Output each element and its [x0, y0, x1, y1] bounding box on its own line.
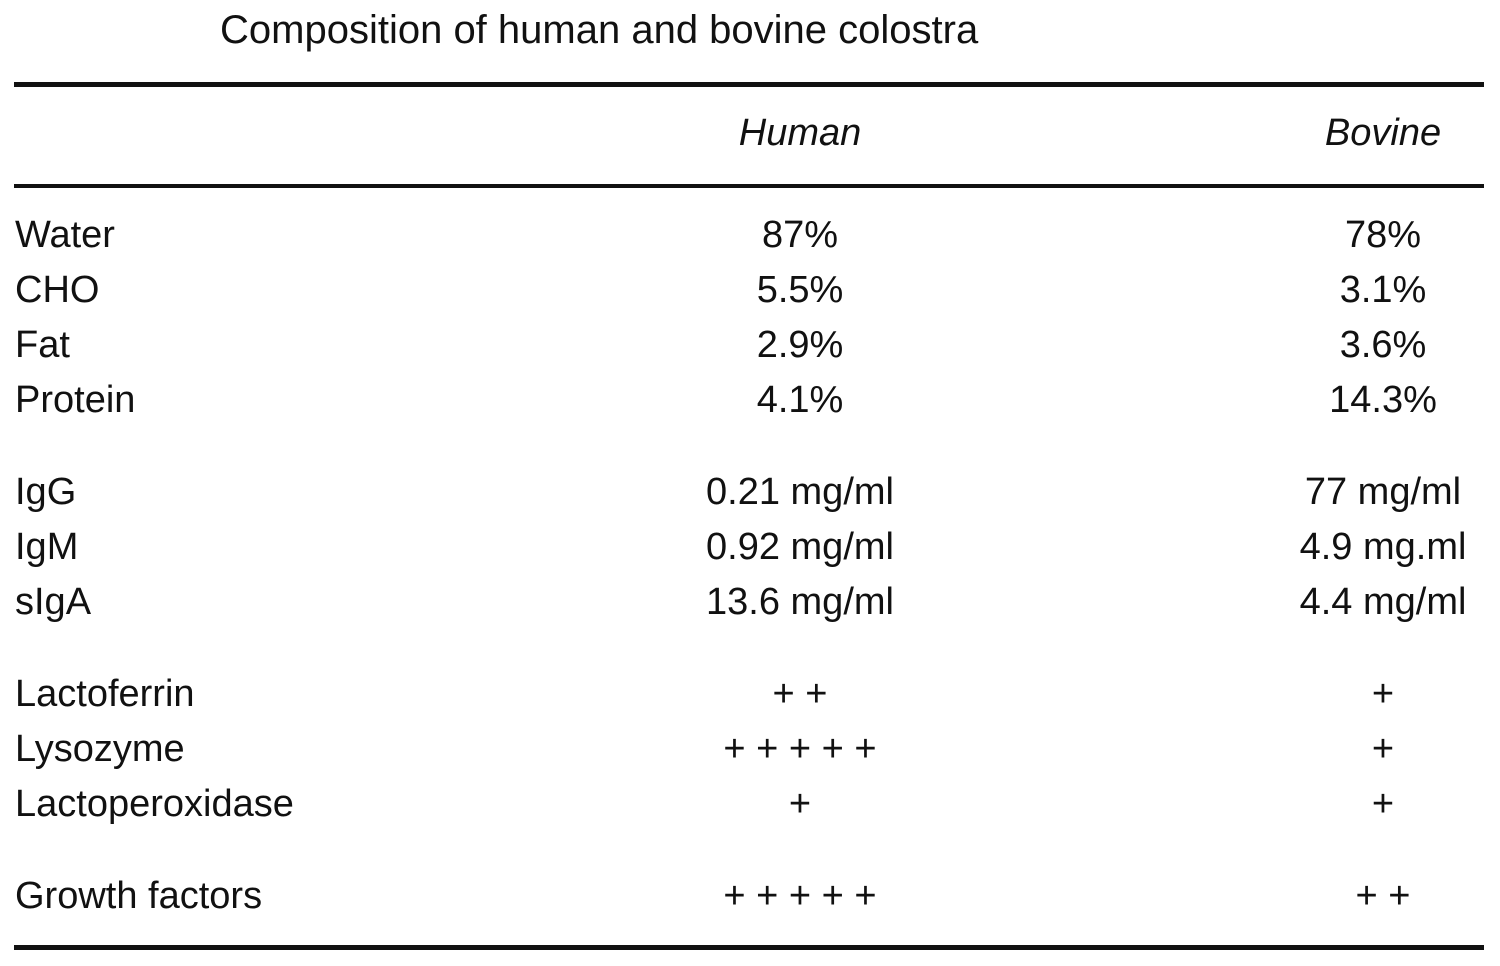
row-label: Lactoperoxidase [15, 783, 294, 825]
row-label: Lactoferrin [15, 673, 195, 715]
table-title: Composition of human and bovine colostra [220, 8, 979, 52]
cell: 4.4 mg/ml [1299, 581, 1467, 623]
cell: 5.5% [756, 269, 844, 311]
bottom-rule [14, 945, 1484, 950]
row-label: Fat [15, 324, 70, 366]
cell: 3.6% [1339, 324, 1427, 366]
row-label: CHO [15, 269, 100, 311]
cell: 4.9 mg.ml [1299, 526, 1467, 568]
cell: + + + + + [723, 875, 877, 917]
row-label: Growth factors [15, 875, 263, 917]
cell: + + + + + [723, 728, 877, 770]
row-label: Water [15, 214, 115, 256]
cell: + [1371, 728, 1395, 770]
row-label: IgM [15, 526, 79, 568]
cell: 0.21 mg/ml [706, 471, 894, 513]
cell: 13.6 mg/ml [706, 581, 894, 623]
cell: 0.92 mg/ml [706, 526, 894, 568]
cell: 4.1% [756, 379, 844, 421]
cell: + + [1355, 875, 1411, 917]
column-header: Human [738, 112, 862, 154]
column-header: Bovine [1324, 112, 1442, 154]
row-label: IgG [15, 471, 77, 513]
cell: 14.3% [1329, 379, 1437, 421]
cell: 2.9% [756, 324, 844, 366]
cell: 78% [1344, 214, 1422, 256]
cell: + [1371, 783, 1395, 825]
cell: 3.1% [1339, 269, 1427, 311]
header-rule [14, 184, 1484, 188]
cell: + + [772, 673, 828, 715]
cell: + [1371, 673, 1395, 715]
cell: 87% [761, 214, 839, 256]
row-label: Lysozyme [15, 728, 185, 770]
row-label: sIgA [15, 581, 92, 623]
top-rule [14, 82, 1484, 87]
cell: 77 mg/ml [1304, 471, 1462, 513]
cell: + [788, 783, 812, 825]
row-label: Protein [15, 379, 136, 421]
